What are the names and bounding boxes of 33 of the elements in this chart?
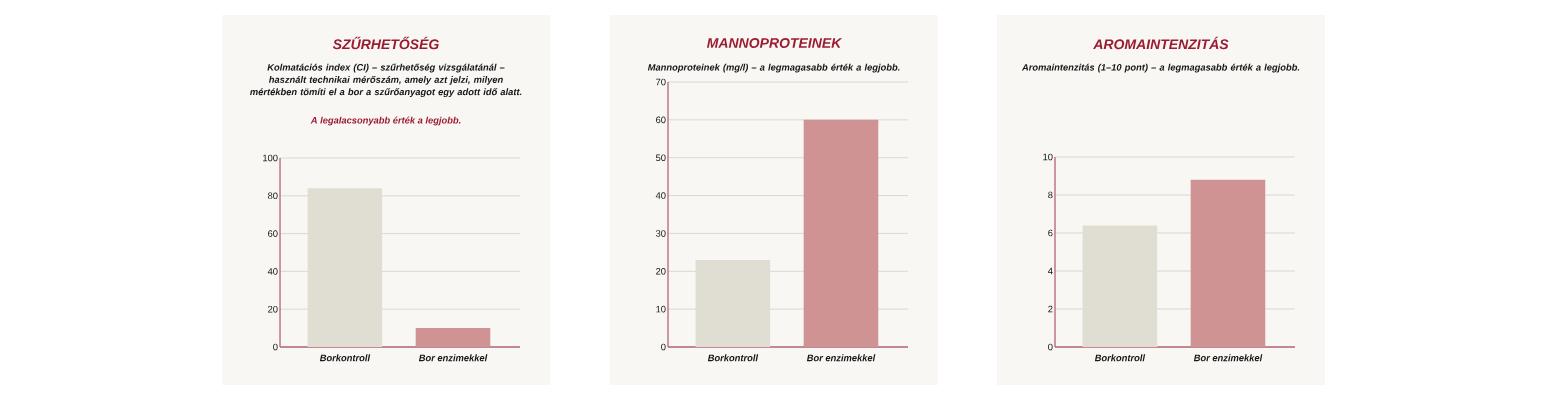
x-tick-label: Borkontroll [319,354,371,362]
chart-subtitle: Aromaintenzitás (1–10 pont) – a legmagasabb érték a legjobb. [1021,63,1300,73]
x-tick-label: Bor enzimekkel [418,354,488,362]
y-tick-label: 4 [1047,267,1053,275]
y-tick-label: 60 [656,116,666,124]
y-tick-label: 8 [1048,191,1053,199]
y-tick-label: 70 [656,78,666,86]
y-tick-label: 6 [1048,229,1053,237]
y-tick-label: 40 [655,192,666,199]
y-tick-label: 40 [267,268,278,275]
y-tick-label: 10 [1043,153,1053,161]
chart-title: AROMAINTENZITÁS [1093,36,1229,50]
y-tick-label: 100 [263,154,278,162]
text: A legalacsonyabb érték a legjobb. [310,116,461,126]
y-tick-label: 60 [268,230,278,237]
y-tick-label: 10 [656,305,666,313]
y-tick-label: 20 [268,305,278,313]
chart-title: SZŰRHETŐSÉG [332,36,439,50]
x-tick-label: Bor enzimekkel [806,354,876,362]
y-tick-label: 80 [267,192,278,200]
chart-title: MANNOPROTEINEK [706,38,843,48]
chart-subtitle: Mannoproteinek (mg/l) – a legmagasabb érték a legjobb. [647,63,900,73]
y-tick-label: 20 [656,267,666,275]
y-tick-label: 2 [1048,305,1053,313]
y-tick-label: 0 [273,343,278,351]
y-tick-label: 30 [655,230,666,237]
y-tick-label: 0 [1048,343,1053,351]
x-tick-label: Borkontroll [707,354,759,362]
chart-subtitle: Kolmatációs index (CI) – szűrhetőség vizsgálatánál – használt technikai mérőszám, amely azt jelzi, milyen mértékben tömíti el a bor a szűrőanyagot egy adott idő alatt. [250,63,522,98]
x-tick-label: Bor enzimekkel [1193,354,1263,362]
y-tick-label: 50 [655,154,666,162]
y-tick-label: 0 [661,343,666,351]
x-tick-label: Borkontroll [1094,354,1146,362]
